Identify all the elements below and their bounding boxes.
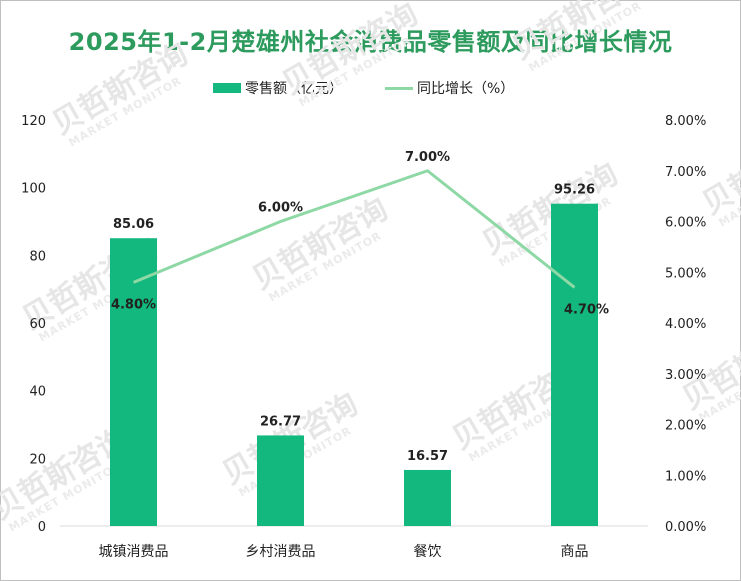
y-left-tick-label: 40	[29, 385, 46, 400]
y-left-tick-label: 100	[21, 182, 46, 197]
y-right-tick-label: 6.00%	[665, 216, 706, 231]
legend-item-bar: 零售额（亿元）	[213, 78, 343, 98]
y-right-tick-label: 0.00%	[665, 520, 706, 535]
y-right-tick-label: 4.00%	[665, 317, 706, 332]
y-right-tick-label: 5.00%	[665, 266, 706, 281]
y-left-tick-label: 20	[29, 452, 46, 467]
bar	[257, 435, 304, 526]
y-left-tick-label: 60	[29, 317, 46, 332]
y-left-tick-label: 0	[38, 520, 46, 535]
line-data-label: 4.80%	[111, 297, 156, 312]
y-right-tick-label: 8.00%	[665, 114, 706, 129]
labels-layer: 85.06 26.77 16.57 95.26 4.80% 6.00% 7.00% 4.70%	[111, 150, 609, 464]
line-data-label: 4.70%	[564, 302, 609, 317]
x-category-label: 城镇消费品	[99, 544, 169, 560]
y-right-tick-label: 3.00%	[665, 368, 706, 383]
growth-line	[132, 169, 576, 289]
x-category-label: 商品	[561, 544, 589, 560]
x-category-label: 乡村消费品	[246, 544, 316, 560]
bar-data-label: 26.77	[260, 414, 301, 429]
legend-item-line: 同比增长（%）	[385, 78, 514, 98]
bar	[551, 203, 598, 526]
y-right-tick-label: 2.00%	[665, 419, 706, 434]
bar-data-label: 95.26	[554, 183, 595, 198]
legend: 零售额（亿元） 同比增长（%）	[0, 78, 741, 98]
y-left-tick-label: 80	[29, 249, 46, 264]
legend-swatch-bar	[213, 83, 241, 93]
bar	[110, 238, 157, 526]
axes-layer: 0 20 40 60 80 100 120 0.00% 1.00% 2.00% 3.00% 4.00%…	[21, 114, 706, 560]
line-data-label: 6.00%	[258, 201, 303, 216]
y-right-tick-label: 7.00%	[665, 165, 706, 180]
y-right-tick-label: 1.00%	[665, 469, 706, 484]
line-data-label: 7.00%	[405, 150, 450, 165]
bar-data-label: 85.06	[113, 217, 154, 232]
legend-label-line: 同比增长（%）	[417, 81, 515, 97]
y-left-tick-label: 120	[21, 114, 46, 129]
legend-label-bar: 零售额（亿元）	[245, 81, 343, 97]
x-category-label: 餐饮	[414, 544, 442, 560]
bar-data-label: 16.57	[407, 449, 448, 464]
legend-swatch-line	[385, 86, 413, 90]
chart-title: 2025年1-2月楚雄州社会消费品零售额及同比增长情况	[68, 28, 673, 56]
bars-layer	[110, 203, 598, 526]
line-layer	[132, 169, 576, 289]
bar	[404, 469, 451, 526]
